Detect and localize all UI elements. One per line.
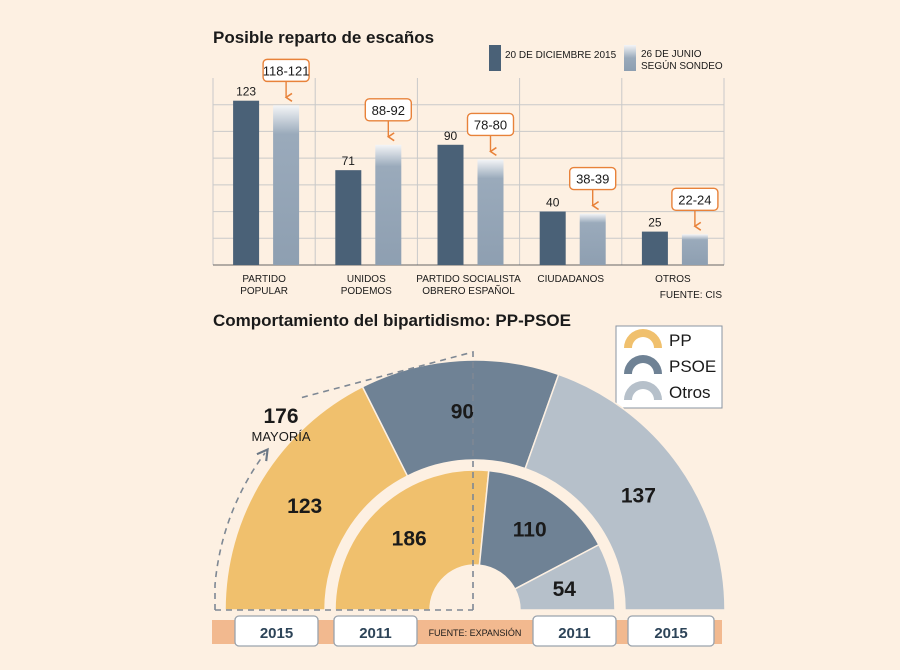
- bar-dic-2015: [233, 100, 260, 265]
- ring-2015-value-pp: 123: [287, 495, 322, 518]
- bar-dic-2015: [641, 231, 668, 265]
- ring-2011-value-otros: 54: [553, 578, 577, 601]
- bar-jun-sondeo: [375, 144, 402, 265]
- legend-label-jun-line1: 26 DE JUNIO: [641, 49, 702, 60]
- bar-value-dic-2015: 40: [546, 196, 560, 210]
- bar-legend: 20 DE DICIEMBRE 2015 26 DE JUNIO SEGÚN S…: [489, 45, 723, 72]
- legend-arc-pp: [624, 329, 662, 348]
- ring-2015-value-psoe: 90: [451, 400, 474, 423]
- year-tab-label: 2011: [558, 625, 591, 642]
- category-label: OBRERO ESPAÑOL: [422, 284, 515, 297]
- majority-indicator: 176 MAYORÍA: [214, 350, 474, 611]
- majority-label: MAYORÍA: [252, 429, 311, 444]
- parliament-legend: PP PSOE Otros: [615, 325, 723, 409]
- ring-2015-slice-otros: [524, 373, 726, 611]
- year-tab-label: 2015: [260, 625, 293, 642]
- category-label: OTROS: [655, 274, 691, 285]
- category-label: PARTIDO SOCIALISTA: [416, 274, 521, 285]
- bar-value-dic-2015: 123: [236, 85, 256, 99]
- ring-2015-value-otros: 137: [621, 485, 656, 508]
- ring-2011-slice-otros: [513, 543, 616, 611]
- legend-label-psoe: PSOE: [669, 357, 716, 376]
- ring-2011-value-psoe: 110: [513, 519, 547, 542]
- year-tab: [627, 615, 715, 647]
- bar-value-dic-2015: 71: [342, 154, 356, 168]
- legend-label-jun-line2: SEGÚN SONDEO: [641, 59, 723, 72]
- category-label: CIUDADANOS: [537, 274, 604, 285]
- legend-arc-psoe: [624, 355, 662, 374]
- legend-arc-otros: [624, 381, 662, 400]
- majority-dashed-line: [299, 350, 474, 610]
- majority-value: 176: [263, 405, 298, 428]
- bar-chart-title: Posible reparto de escaños: [213, 28, 434, 47]
- category-label: POPULAR: [240, 286, 288, 297]
- range-callout-label: 38-39: [576, 172, 609, 187]
- year-tab-label: 2015: [654, 625, 687, 642]
- bar-value-dic-2015: 25: [648, 216, 662, 230]
- bar-dic-2015: [335, 170, 362, 265]
- range-callout-label: 118-121: [263, 63, 310, 78]
- majority-arrow-left: [214, 447, 269, 610]
- bar-source: FUENTE: CIS: [660, 290, 723, 301]
- ring-2011-value-pp: 186: [392, 527, 427, 550]
- legend-swatch-jun-sondeo: [624, 45, 636, 71]
- category-label: PARTIDO: [242, 274, 286, 285]
- range-callout-label: 78-80: [474, 117, 507, 132]
- range-callout-label: 88-92: [372, 103, 405, 118]
- category-label: UNIDOS: [347, 274, 386, 285]
- ring-2011-slice-pp: [334, 469, 490, 611]
- legend-swatch-dic-2015: [489, 45, 501, 71]
- year-tab: [234, 615, 319, 647]
- bar-dic-2015: [437, 144, 464, 265]
- range-callout-label: 22-24: [678, 192, 711, 207]
- year-tab-label: 2011: [359, 625, 392, 642]
- parliament-rings: 123 90 137 186 110 54: [224, 359, 726, 611]
- legend-label-otros: Otros: [669, 383, 711, 402]
- bar-dic-2015: [539, 211, 566, 265]
- legend-label-pp: PP: [669, 331, 692, 350]
- category-label: PODEMOS: [341, 286, 392, 297]
- bar-jun-sondeo: [681, 234, 708, 265]
- ring-2011-slice-psoe: [478, 469, 600, 591]
- legend-label-dic-2015: 20 DE DICIEMBRE 2015: [505, 50, 617, 61]
- parliament-source: FUENTE: EXPANSIÓN: [429, 628, 522, 638]
- bar-jun-sondeo: [579, 213, 606, 265]
- bar-jun-sondeo: [273, 105, 300, 265]
- year-tab: [333, 615, 418, 647]
- bar-jun-sondeo: [477, 159, 504, 265]
- year-tab: [532, 615, 617, 647]
- bar-value-dic-2015: 90: [444, 129, 458, 143]
- year-tabs: 2015 2011 2011 2015: [234, 615, 715, 647]
- parliament-chart-title: Comportamiento del bipartidismo: PP-PSOE: [213, 311, 571, 330]
